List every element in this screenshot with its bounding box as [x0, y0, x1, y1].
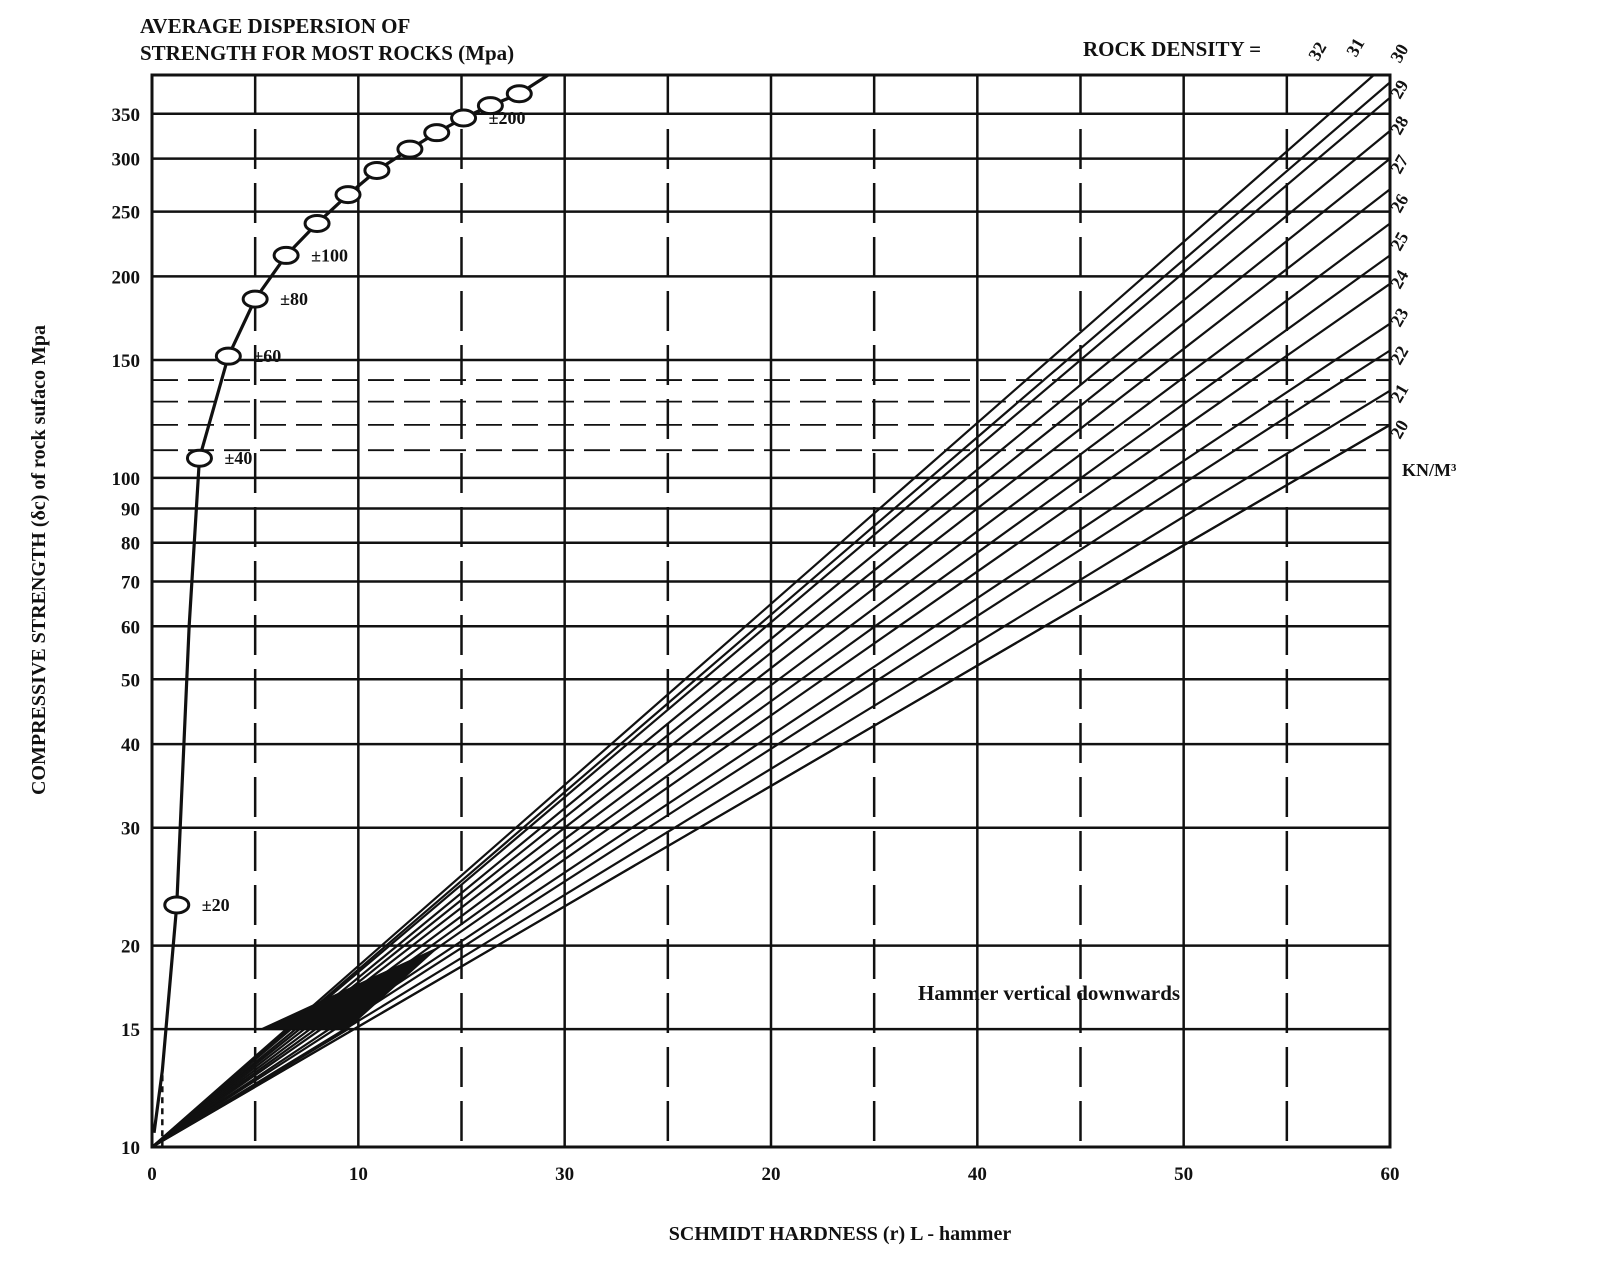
density-fan-fill: [259, 945, 441, 1030]
annotation-hammer: Hammer vertical downwards: [918, 981, 1180, 1005]
ticks: 0 10 30 20 40 50 60 10 15 20 30 40 50 60 70 80 90 100 150 2…: [112, 105, 1400, 1185]
y-tick-label: 300: [112, 150, 141, 171]
y-tick-label: 50: [121, 670, 140, 691]
y-tick-label: 200: [112, 267, 141, 288]
y-tick-label: 250: [112, 203, 141, 224]
density-label: 32: [1304, 38, 1330, 64]
dispersion-label: ±60: [253, 346, 281, 366]
y-tick-label: 20: [121, 937, 140, 958]
x-axis-title: SCHMIDT HARDNESS (r) L - hammer: [669, 1223, 1012, 1245]
dispersion-label: ±80: [280, 289, 308, 309]
plot-frame: [150, 73, 1392, 1149]
chart-title-line-2: STRENGTH FOR MOST ROCKS (Mpa): [140, 41, 514, 65]
x-tick-label: 40: [968, 1164, 987, 1185]
y-tick-label: 350: [112, 105, 141, 126]
y-axis-title: COMPRESSIVE STRENGTH (δc) of rock sufaco…: [28, 325, 50, 795]
y-tick-label: 70: [121, 573, 140, 594]
y-tick-label: 100: [112, 469, 141, 490]
dispersion-label: ±200: [489, 108, 526, 128]
density-line: [151, 157, 1391, 1148]
dispersion-marker: [423, 123, 451, 143]
dispersion-marker: [396, 139, 424, 159]
y-tick-label: 30: [121, 819, 140, 840]
dispersion-label: ±100: [311, 245, 348, 265]
y-tick-label: 40: [121, 735, 140, 756]
dispersion-marker: [185, 448, 213, 468]
x-tick-label: 50: [1174, 1164, 1193, 1185]
y-tick-label: 10: [121, 1138, 140, 1159]
y-tick-label: 15: [121, 1020, 140, 1041]
density-line: [151, 74, 1375, 1148]
dispersion-label: ±20: [202, 895, 230, 915]
density-label: 30: [1386, 40, 1412, 66]
density-line-base: [151, 1028, 349, 1148]
density-lines: [151, 74, 1391, 1148]
dispersion-marker: [363, 160, 391, 180]
dispersion-marker: [450, 108, 478, 128]
density-line: [151, 130, 1391, 1148]
density-header: ROCK DENSITY =: [1083, 37, 1261, 61]
dispersion-marker: [241, 289, 269, 309]
dispersion-marker: [214, 346, 242, 366]
chart-title-line-1: AVERAGE DISPERSION OF: [140, 14, 410, 38]
density-unit: KN/M³: [1402, 460, 1457, 480]
dispersion-curve: ±20 ±40 ±60 ±80 ±100 ±200: [152, 73, 550, 1147]
y-tick-label: 80: [121, 534, 140, 555]
density-line: [151, 389, 1391, 1148]
grid: [152, 75, 1390, 1147]
dispersion-marker: [303, 213, 331, 233]
density-line: [151, 81, 1391, 1148]
x-tick-label: 0: [147, 1164, 157, 1185]
x-tick-label: 10: [349, 1164, 368, 1185]
density-line-base: [151, 423, 1391, 1148]
y-tick-label: 150: [112, 351, 141, 372]
y-tick-label: 60: [121, 617, 140, 638]
dispersion-marker: [272, 245, 300, 265]
dispersion-marker: [505, 84, 533, 104]
dispersion-marker: [163, 895, 191, 915]
x-tick-label: 30: [555, 1164, 574, 1185]
dispersion-marker: [476, 96, 504, 116]
x-tick-label: 20: [762, 1164, 781, 1185]
dispersion-marker: [334, 185, 362, 205]
dispersion-line: [152, 73, 550, 1134]
x-tick-label: 60: [1381, 1164, 1400, 1185]
y-tick-label: 90: [121, 499, 140, 520]
dispersion-label: ±40: [224, 448, 252, 468]
density-line: [151, 96, 1391, 1148]
density-label: 31: [1342, 34, 1368, 60]
